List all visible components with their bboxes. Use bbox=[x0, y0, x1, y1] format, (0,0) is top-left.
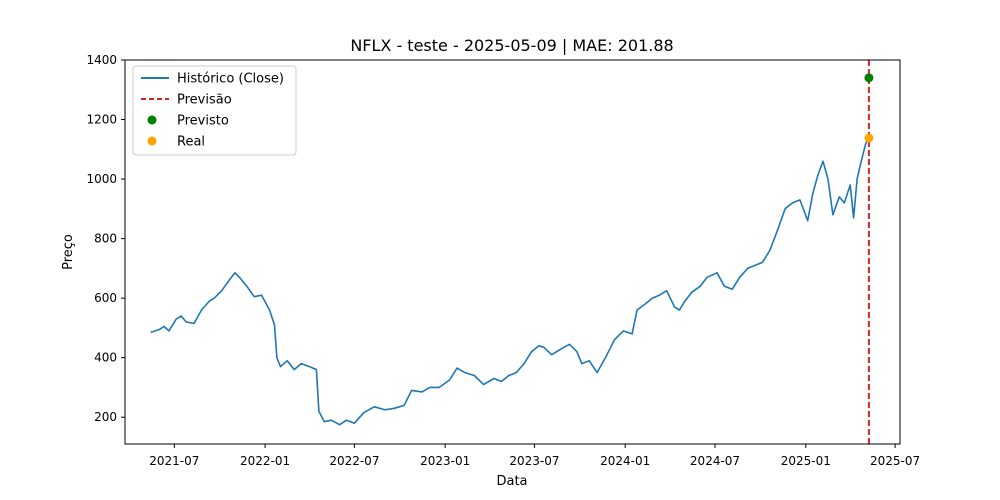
series-line-historico-close bbox=[150, 134, 870, 426]
y-tick-label: 600 bbox=[94, 291, 117, 305]
y-tick-label: 1000 bbox=[86, 172, 117, 186]
legend-box bbox=[132, 65, 297, 156]
chart-title: NFLX - teste - 2025-05-09 | MAE: 201.88 bbox=[350, 36, 673, 55]
legend: Histórico (Close) Previsão Previsto Real bbox=[132, 65, 297, 156]
x-tick-label: 2025-01 bbox=[781, 454, 831, 468]
x-tick-label: 2024-01 bbox=[600, 454, 650, 468]
legend-label: Histórico (Close) bbox=[177, 72, 284, 87]
legend-swatch bbox=[147, 115, 157, 125]
x-tick-label: 2024-07 bbox=[690, 454, 740, 468]
y-axis: 200 400 600 800 1000 1200 1400 bbox=[86, 53, 125, 424]
x-tick-label: 2021-07 bbox=[149, 454, 199, 468]
y-tick-label: 200 bbox=[94, 410, 117, 424]
x-tick-label: 2022-07 bbox=[329, 454, 379, 468]
plot-frame bbox=[124, 59, 901, 445]
x-axis: 2021-07 2022-01 2022-07 2023-01 2023-07 2024-… bbox=[149, 444, 920, 468]
x-axis-label: Data bbox=[496, 474, 527, 489]
legend-entry-real: Real bbox=[147, 135, 205, 150]
y-tick-label: 400 bbox=[94, 351, 117, 365]
predicted-point bbox=[864, 73, 874, 83]
legend-swatch bbox=[147, 136, 157, 146]
legend-entry-previsto: Previsto bbox=[147, 114, 229, 129]
legend-label: Previsão bbox=[177, 93, 232, 108]
y-tick-label: 800 bbox=[94, 232, 117, 246]
y-tick-label: 1200 bbox=[86, 113, 117, 127]
x-tick-label: 2023-07 bbox=[509, 454, 559, 468]
legend-label: Previsto bbox=[177, 114, 229, 129]
y-axis-label: Preço bbox=[61, 234, 76, 270]
actual-point bbox=[864, 133, 874, 143]
x-tick-label: 2025-07 bbox=[870, 454, 920, 468]
y-tick-label: 1400 bbox=[86, 53, 117, 67]
plot-area bbox=[150, 60, 874, 444]
x-tick-label: 2023-01 bbox=[420, 454, 470, 468]
legend-label: Real bbox=[177, 135, 205, 150]
legend-entry-previsao: Previsão bbox=[141, 93, 232, 108]
legend-entry-historico: Histórico (Close) bbox=[141, 72, 284, 87]
x-tick-label: 2022-01 bbox=[240, 454, 290, 468]
